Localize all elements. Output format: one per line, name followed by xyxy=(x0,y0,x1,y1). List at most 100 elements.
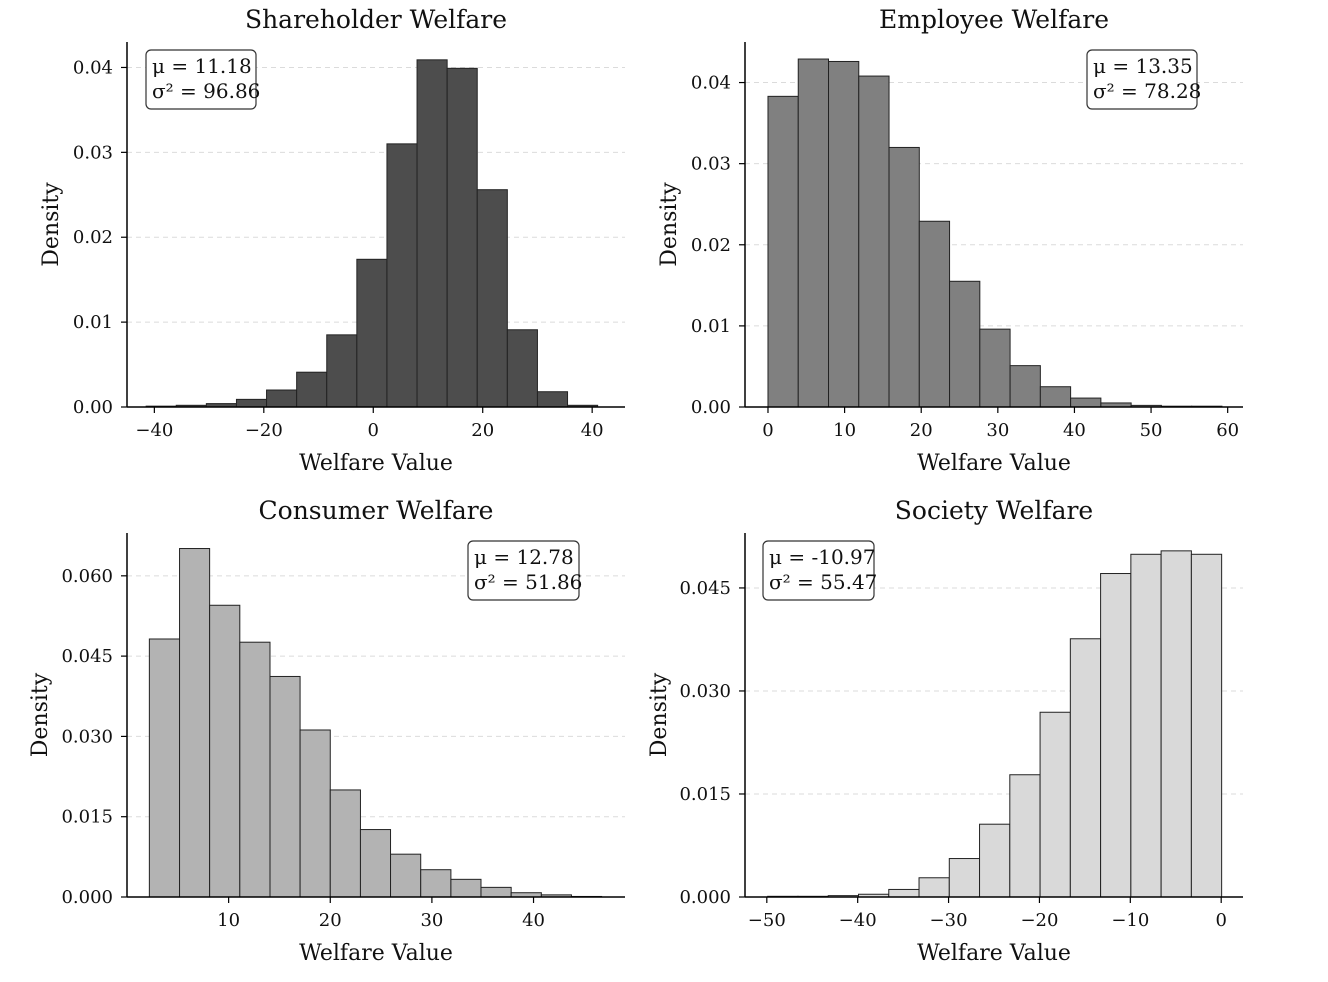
histogram-bar xyxy=(888,146,920,408)
stats-box-frame xyxy=(1086,49,1198,110)
y-tick-label: 0.00 xyxy=(691,397,731,418)
histogram-bar xyxy=(269,675,301,898)
x-tick-label: 30 xyxy=(420,910,443,931)
x-tick-label: −50 xyxy=(748,910,786,931)
histogram-bar xyxy=(416,59,448,408)
histogram-bar xyxy=(209,604,241,898)
y-tick-label: 0.000 xyxy=(679,887,731,908)
histogram-bar xyxy=(948,858,981,898)
histogram-bar xyxy=(148,638,181,898)
stats-mean: μ = -10.97 xyxy=(769,545,875,569)
histogram-bar xyxy=(239,641,271,898)
histogram-bar xyxy=(797,58,830,408)
x-tick-label: 20 xyxy=(910,420,933,441)
histogram-bar xyxy=(386,143,418,408)
stats-variance: σ² = 51.86 xyxy=(474,570,582,594)
y-tick-label: 0.03 xyxy=(73,142,113,163)
histogram-bar xyxy=(1069,638,1102,898)
histogram-bar xyxy=(949,280,981,408)
histogram-bar xyxy=(299,729,331,898)
x-axis-label: Welfare Value xyxy=(917,451,1071,476)
x-tick-label: −10 xyxy=(1111,910,1149,931)
histogram-bar xyxy=(767,95,799,408)
histogram-bar xyxy=(1130,553,1162,898)
chart-title: Shareholder Welfare xyxy=(245,5,507,34)
histogram-bar xyxy=(536,391,569,408)
x-tick-label: 30 xyxy=(986,420,1009,441)
y-axis-label: Density xyxy=(28,672,53,757)
histogram-bar xyxy=(266,389,298,408)
x-tick-label: 10 xyxy=(217,910,240,931)
y-tick-label: 0.02 xyxy=(691,235,731,256)
y-tick-label: 0.045 xyxy=(679,578,731,599)
y-tick-label: 0.030 xyxy=(679,681,731,702)
histogram-bar xyxy=(858,75,890,408)
stats-mean: μ = 13.35 xyxy=(1093,54,1193,78)
histogram-bar xyxy=(329,789,361,898)
x-tick-label: 10 xyxy=(833,420,856,441)
stats-box-frame xyxy=(467,540,580,601)
x-tick-label: 40 xyxy=(581,420,604,441)
chart-title: Employee Welfare xyxy=(879,5,1109,34)
histogram-bar xyxy=(476,189,508,408)
x-tick-label: 0 xyxy=(368,420,379,441)
histogram-bar xyxy=(1070,397,1102,408)
y-tick-label: 0.000 xyxy=(61,887,113,908)
histogram-bar xyxy=(918,220,951,408)
y-tick-label: 0.03 xyxy=(691,154,731,175)
y-tick-label: 0.015 xyxy=(679,784,731,805)
stats-box-frame xyxy=(145,49,257,110)
histogram-bar xyxy=(296,371,328,408)
y-tick-label: 0.030 xyxy=(61,726,113,747)
y-tick-label: 0.015 xyxy=(61,807,113,828)
x-tick-label: −40 xyxy=(839,910,877,931)
histogram-bar xyxy=(979,328,1011,408)
histogram-bar xyxy=(1039,711,1071,898)
x-tick-label: −20 xyxy=(1020,910,1058,931)
histogram-bar xyxy=(450,878,482,898)
y-tick-label: 0.01 xyxy=(73,312,113,333)
y-tick-label: 0.04 xyxy=(691,73,731,94)
stats-mean: μ = 11.18 xyxy=(152,54,252,78)
x-tick-label: −30 xyxy=(930,910,968,931)
histogram-bar xyxy=(1009,365,1041,408)
subplot-consumer-welfare: 10 20 30 40 0.000 0.015 0.030 0.045 0.060 Consume… xyxy=(28,496,625,966)
histogram-bar xyxy=(235,398,268,408)
x-axis-label: Welfare Value xyxy=(299,451,453,476)
y-tick-label: 0.04 xyxy=(73,57,113,78)
stats-mean: μ = 12.78 xyxy=(474,545,574,569)
x-tick-label: −20 xyxy=(245,420,283,441)
stats-variance: σ² = 55.47 xyxy=(769,570,877,594)
y-axis-label: Density xyxy=(39,182,64,267)
x-tick-label: 20 xyxy=(319,910,342,931)
subplot-shareholder-welfare: −40 −20 0 20 40 0.00 0.01 0.02 0.03 0.04 Sharehold… xyxy=(39,5,625,476)
y-tick-label: 0.00 xyxy=(73,397,113,418)
histogram-bar xyxy=(179,548,211,898)
y-axis-label: Density xyxy=(657,182,682,267)
chart-title: Consumer Welfare xyxy=(259,496,494,525)
x-tick-label: 40 xyxy=(1063,420,1086,441)
histogram-bar xyxy=(480,886,512,898)
subplot-society-welfare: −50 −40 −30 −20 −10 0 0.000 0.015 0.030 0.045 Soci… xyxy=(647,496,1243,966)
histogram-bar xyxy=(326,334,358,408)
subplot-employee-welfare: 0 10 20 30 40 50 60 0.00 0.01 0.02 0.03 0.04 Employe… xyxy=(657,5,1243,476)
x-tick-label: −40 xyxy=(135,420,173,441)
stats-variance: σ² = 96.86 xyxy=(152,79,260,103)
histogram-bar xyxy=(888,888,920,898)
y-axis-label: Density xyxy=(647,672,672,757)
y-tick-label: 0.02 xyxy=(73,227,113,248)
x-tick-label: 60 xyxy=(1216,420,1239,441)
histogram-bar xyxy=(446,67,478,408)
y-tick-label: 0.060 xyxy=(61,566,113,587)
stats-box-frame xyxy=(762,540,875,601)
histogram-bar xyxy=(356,258,388,408)
x-tick-label: 0 xyxy=(1215,910,1226,931)
histogram-bar xyxy=(1039,386,1072,408)
histogram-bar xyxy=(390,853,422,898)
histogram-bar xyxy=(1160,550,1192,898)
